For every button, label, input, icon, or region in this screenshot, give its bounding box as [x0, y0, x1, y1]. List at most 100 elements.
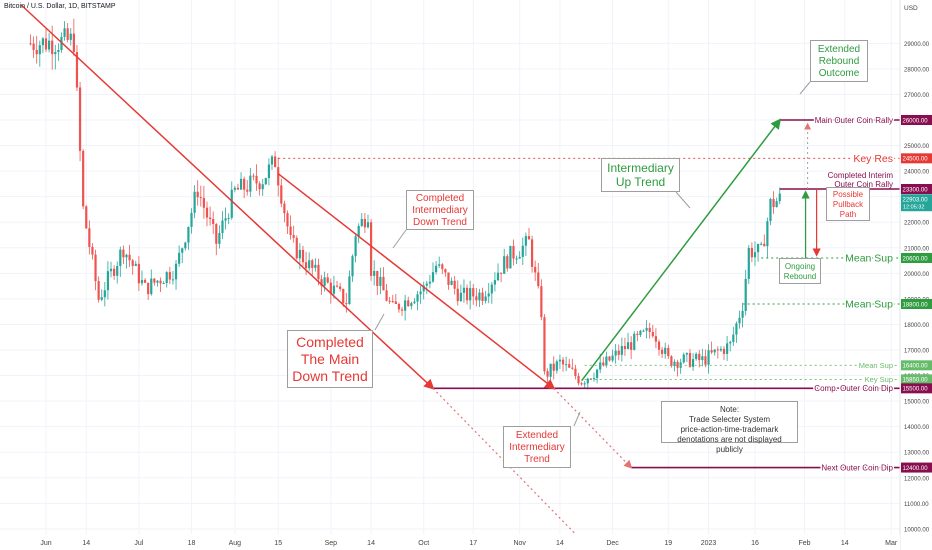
candle	[657, 339, 661, 356]
candle	[642, 329, 645, 332]
y-tick-label: 18000.00	[904, 323, 930, 329]
candle	[698, 350, 701, 368]
axis-background	[900, 0, 932, 550]
candle	[131, 258, 134, 275]
callout-connector	[799, 81, 811, 95]
price-tag	[901, 462, 932, 473]
candle	[400, 306, 404, 316]
annotation-completed-main-down-trend: Completed The Main Down Trend	[287, 330, 373, 388]
annotation-intermediary-up-trend: Intermediary Up Trend	[601, 158, 680, 192]
candle	[565, 356, 568, 372]
x-tick-label: 14	[82, 540, 90, 547]
current-price-text: 22903.00	[903, 198, 929, 204]
callout-connector	[374, 313, 385, 331]
candle	[673, 359, 676, 372]
candle	[413, 298, 416, 305]
candle	[97, 276, 100, 303]
x-tick-label: Jun	[40, 540, 51, 547]
candle	[113, 265, 116, 280]
candle	[447, 272, 450, 290]
candle	[710, 341, 713, 355]
candle	[602, 356, 605, 367]
candle	[568, 358, 571, 369]
candle	[664, 342, 667, 359]
candle	[592, 372, 596, 382]
candle	[72, 18, 75, 56]
candle	[116, 261, 119, 284]
candle	[196, 180, 199, 206]
candle	[500, 272, 503, 283]
candle	[246, 180, 249, 196]
candle	[729, 340, 732, 352]
candle	[530, 235, 534, 273]
level-label: Mean Sup	[845, 299, 893, 311]
annotation-line: Completed	[415, 193, 465, 204]
price-tag-text: 24500.00	[903, 157, 929, 163]
candle	[747, 245, 750, 285]
candle	[103, 281, 106, 307]
note-line: denotations are not displayed publicly	[677, 435, 782, 454]
callout-connector	[392, 229, 407, 249]
price-tag-text: 20600.00	[903, 256, 929, 262]
candle	[357, 223, 360, 244]
candle	[707, 344, 710, 374]
candle	[311, 258, 314, 276]
candle	[345, 292, 348, 313]
candle	[295, 235, 298, 260]
annotation-line: Extended	[817, 44, 861, 55]
callout-connector	[675, 191, 691, 209]
candle	[472, 284, 475, 305]
annotation-possible-pullback-path: Possible Pullback Path	[826, 187, 870, 221]
candle	[444, 268, 447, 277]
level-label: Mean Sup	[859, 361, 893, 370]
y-tick-label: 14000.00	[904, 425, 930, 431]
candle	[431, 262, 435, 283]
y-tick-label: 17000.00	[904, 349, 930, 355]
candle	[339, 282, 342, 292]
candle	[47, 32, 51, 53]
candle	[453, 276, 456, 295]
candle	[704, 349, 707, 368]
x-tick-label: Jul	[134, 540, 143, 547]
annotation-extended-rebound-outcome: Extended Rebound Outcome	[810, 40, 868, 82]
candle	[156, 280, 159, 287]
candle	[335, 280, 339, 288]
candle	[760, 241, 763, 246]
price-tag-text: 26000.00	[903, 118, 929, 124]
candle	[639, 329, 642, 337]
candle	[301, 245, 305, 266]
y-tick-label: 24000.00	[904, 170, 930, 176]
candle	[469, 280, 472, 310]
y-tick-label: 12000.00	[904, 476, 930, 482]
candle	[109, 261, 113, 278]
note-line: price-action-time-trademark	[680, 425, 779, 434]
candle	[778, 187, 781, 205]
note-box: Note: Trade Selecter System price-action…	[661, 401, 798, 454]
level-label: Next Outer Coin Dip	[821, 463, 893, 472]
candle	[540, 279, 543, 321]
candle	[438, 256, 441, 268]
candle	[165, 271, 168, 288]
candle	[543, 314, 546, 375]
symbol-header: Bitcoin / U.S. Dollar, 1D, BITSTAMP	[4, 3, 116, 10]
time-axis-background	[0, 534, 900, 550]
candle	[308, 252, 311, 272]
candle	[732, 326, 735, 346]
candles	[29, 18, 781, 390]
candle	[633, 331, 636, 351]
level-label: Completed Interim	[828, 171, 894, 180]
candle	[713, 349, 716, 356]
candle	[385, 283, 388, 302]
candle	[249, 167, 252, 197]
candle	[410, 301, 413, 310]
candle	[85, 205, 88, 229]
candle	[373, 260, 376, 286]
candle	[264, 177, 267, 186]
candle	[236, 183, 240, 190]
annotation-completed-intermediary-down-trend: Completed Intermediary Down Trend	[406, 190, 474, 230]
y-tick-label: 29000.00	[904, 42, 930, 48]
candle	[394, 294, 397, 305]
candle	[716, 346, 719, 359]
candle	[744, 269, 747, 316]
candle	[122, 245, 125, 265]
